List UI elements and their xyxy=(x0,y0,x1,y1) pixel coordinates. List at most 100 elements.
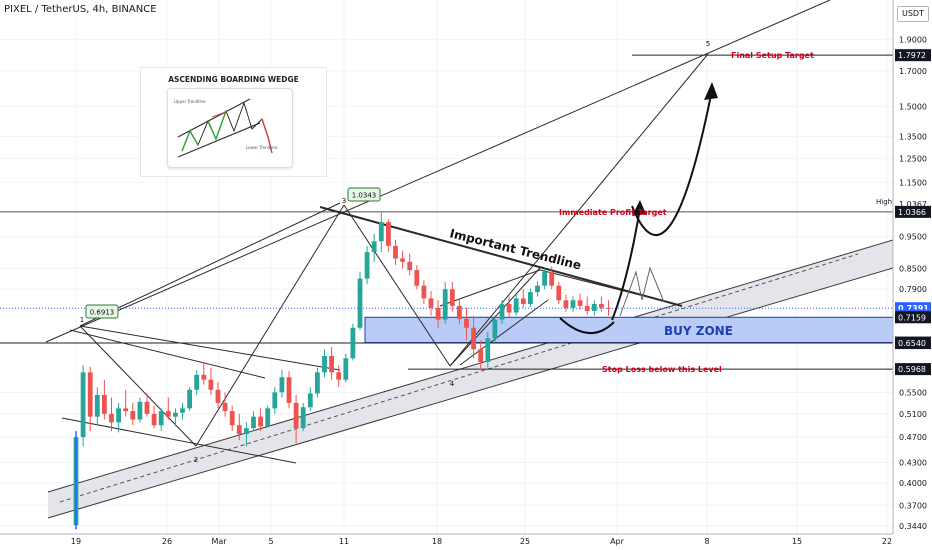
price-tag[interactable]: 1.7972 xyxy=(895,49,931,62)
time-tick: 22 xyxy=(882,537,892,546)
price-tick: 1.7000 xyxy=(899,67,927,76)
high-value: 1.0367 xyxy=(899,200,927,209)
svg-text:1.0366: 1.0366 xyxy=(898,208,926,217)
candle xyxy=(563,294,569,312)
candle xyxy=(94,387,100,426)
candle xyxy=(322,349,327,378)
high-label: High xyxy=(876,198,892,206)
candle xyxy=(421,280,427,305)
candle xyxy=(478,340,484,370)
candle xyxy=(428,291,434,316)
candle xyxy=(102,379,107,420)
trendline-label: Important Trendline xyxy=(448,226,582,272)
time-tick: 5 xyxy=(268,537,273,546)
candle xyxy=(215,382,221,409)
trendline xyxy=(45,0,831,343)
trendline xyxy=(449,53,709,367)
svg-text:0.5968: 0.5968 xyxy=(898,365,926,374)
candle xyxy=(336,365,342,388)
candle xyxy=(109,397,114,432)
candle xyxy=(464,307,469,341)
candle xyxy=(87,366,93,432)
candle xyxy=(499,300,505,324)
candle xyxy=(457,298,462,324)
currency-button[interactable]: USDT xyxy=(897,6,929,22)
price-tick: 0.5500 xyxy=(899,388,927,397)
candle xyxy=(378,212,384,253)
time-tick: 11 xyxy=(339,537,349,546)
candle xyxy=(492,315,498,343)
grid xyxy=(0,0,893,534)
final-target-label: Final Setup Target xyxy=(731,51,814,60)
candle xyxy=(265,405,271,428)
candle xyxy=(251,411,256,432)
candle xyxy=(293,394,299,444)
candle xyxy=(556,282,562,305)
channel-lower-line xyxy=(47,267,894,519)
svg-text:Lower Trendline: Lower Trendline xyxy=(246,145,278,150)
price-tag[interactable]: 0.5968 xyxy=(895,363,931,376)
pattern-drawings xyxy=(0,0,894,519)
price-tick: 0.3440 xyxy=(899,522,927,531)
price-tick: 0.4000 xyxy=(899,479,927,488)
price-tag[interactable]: 1.0366 xyxy=(895,205,931,218)
time-axis[interactable]: 19 26 Mar 5 11 18 25 Apr 8 15 22 xyxy=(0,533,932,550)
candle xyxy=(364,245,370,284)
candle xyxy=(130,402,136,426)
trendline xyxy=(539,269,661,301)
time-tick: 19 xyxy=(71,537,81,546)
wedge-diagram-icon: Upper Trendline Lower Trendline xyxy=(174,98,278,158)
price-tag[interactable]: 0.7159 xyxy=(895,311,931,324)
candle xyxy=(606,300,611,316)
arrow-head-final xyxy=(704,82,718,100)
candle xyxy=(222,392,228,417)
candle xyxy=(123,389,129,417)
time-tick: 8 xyxy=(704,537,709,546)
buy-zone-box xyxy=(364,316,894,344)
candle xyxy=(116,402,121,433)
candle xyxy=(307,387,313,412)
candle xyxy=(599,296,604,312)
price-axis[interactable]: 1.9000 1.7000 1.5000 1.3500 1.2500 1.1500 0.95… xyxy=(876,0,932,550)
candle xyxy=(279,369,285,398)
candle xyxy=(315,367,320,398)
candle xyxy=(528,288,533,308)
svg-text:1.0343: 1.0343 xyxy=(352,192,377,200)
candle xyxy=(343,353,349,383)
candle xyxy=(151,405,157,429)
price-callout: 1.0343 xyxy=(347,187,381,202)
candle xyxy=(80,365,86,447)
price-tick: 0.4700 xyxy=(899,433,927,442)
inset-title: ASCENDING BOARDING WEDGE xyxy=(168,75,299,84)
price-tick: 0.8500 xyxy=(899,264,927,273)
arrow-head-immediate xyxy=(632,200,646,216)
candlesticks xyxy=(73,212,611,530)
candle xyxy=(194,369,200,395)
candle xyxy=(591,300,597,316)
price-tick: 0.4300 xyxy=(899,458,927,467)
cup-curve xyxy=(559,317,615,335)
wave-label: 1 xyxy=(80,316,84,324)
candle xyxy=(286,371,292,409)
support-channel xyxy=(48,240,893,518)
projection-zigzag xyxy=(619,266,665,317)
candle xyxy=(485,331,491,368)
candle xyxy=(535,281,540,297)
price-tick: 1.2500 xyxy=(899,155,927,164)
trendline xyxy=(79,325,197,447)
price-tick: 1.3500 xyxy=(899,133,927,142)
candle xyxy=(506,296,512,318)
price-tick: 0.7900 xyxy=(899,285,927,294)
trendline xyxy=(343,204,451,367)
candle xyxy=(258,408,263,432)
candle xyxy=(570,296,576,312)
trendline xyxy=(69,329,266,379)
channel-midline xyxy=(59,253,859,503)
candle xyxy=(442,282,448,324)
price-tag[interactable]: 0.6540 xyxy=(895,337,931,350)
trendline xyxy=(195,204,345,447)
channel-upper-line xyxy=(47,239,894,493)
candle xyxy=(577,293,583,310)
buy-zone-label: BUY ZONE xyxy=(664,324,733,338)
